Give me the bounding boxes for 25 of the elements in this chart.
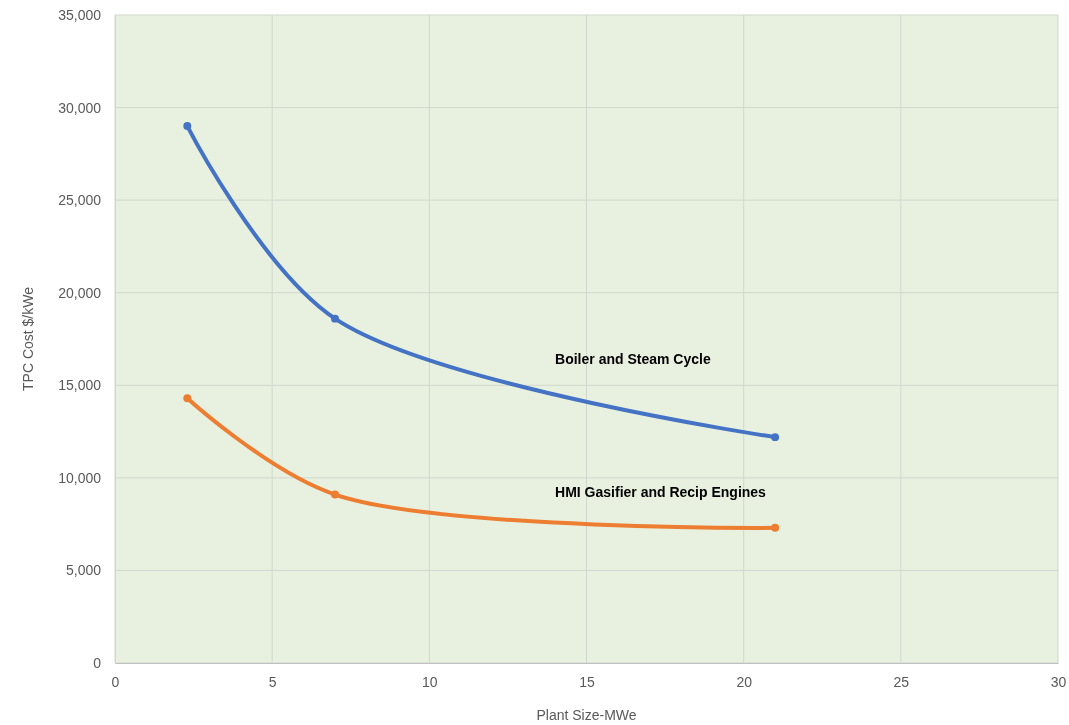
- x-tick-label: 5: [268, 673, 277, 690]
- y-axis-title: TPC Cost $/kWe: [20, 286, 36, 391]
- series-label: HMI Gasifier and Recip Engines: [555, 484, 767, 501]
- point: [183, 394, 192, 403]
- point: [331, 490, 340, 499]
- y-tick-label: 5,000: [65, 562, 102, 579]
- x-tick-label: 30: [1050, 673, 1067, 690]
- y-tick-label: 10,000: [58, 469, 102, 486]
- x-axis-title: Plant Size-MWe: [536, 707, 637, 723]
- y-tick-label: 30,000: [58, 99, 102, 116]
- x-tick-label: 15: [579, 673, 595, 690]
- point: [331, 314, 340, 323]
- series-label: Boiler and Steam Cycle: [555, 350, 711, 367]
- x-tick-label: 0: [111, 673, 120, 690]
- x-tick-label: 10: [422, 673, 438, 690]
- x-tick-label: 20: [736, 673, 753, 690]
- point: [183, 122, 192, 131]
- point: [771, 523, 780, 532]
- x-tick-label: 25: [893, 673, 910, 690]
- point: [771, 433, 780, 442]
- y-tick-label: 20,000: [58, 284, 102, 301]
- y-tick-label: 0: [93, 654, 102, 671]
- y-tick-label: 35,000: [58, 6, 102, 23]
- y-tick-label: 15,000: [58, 377, 102, 394]
- y-tick-label: 25,000: [58, 192, 102, 209]
